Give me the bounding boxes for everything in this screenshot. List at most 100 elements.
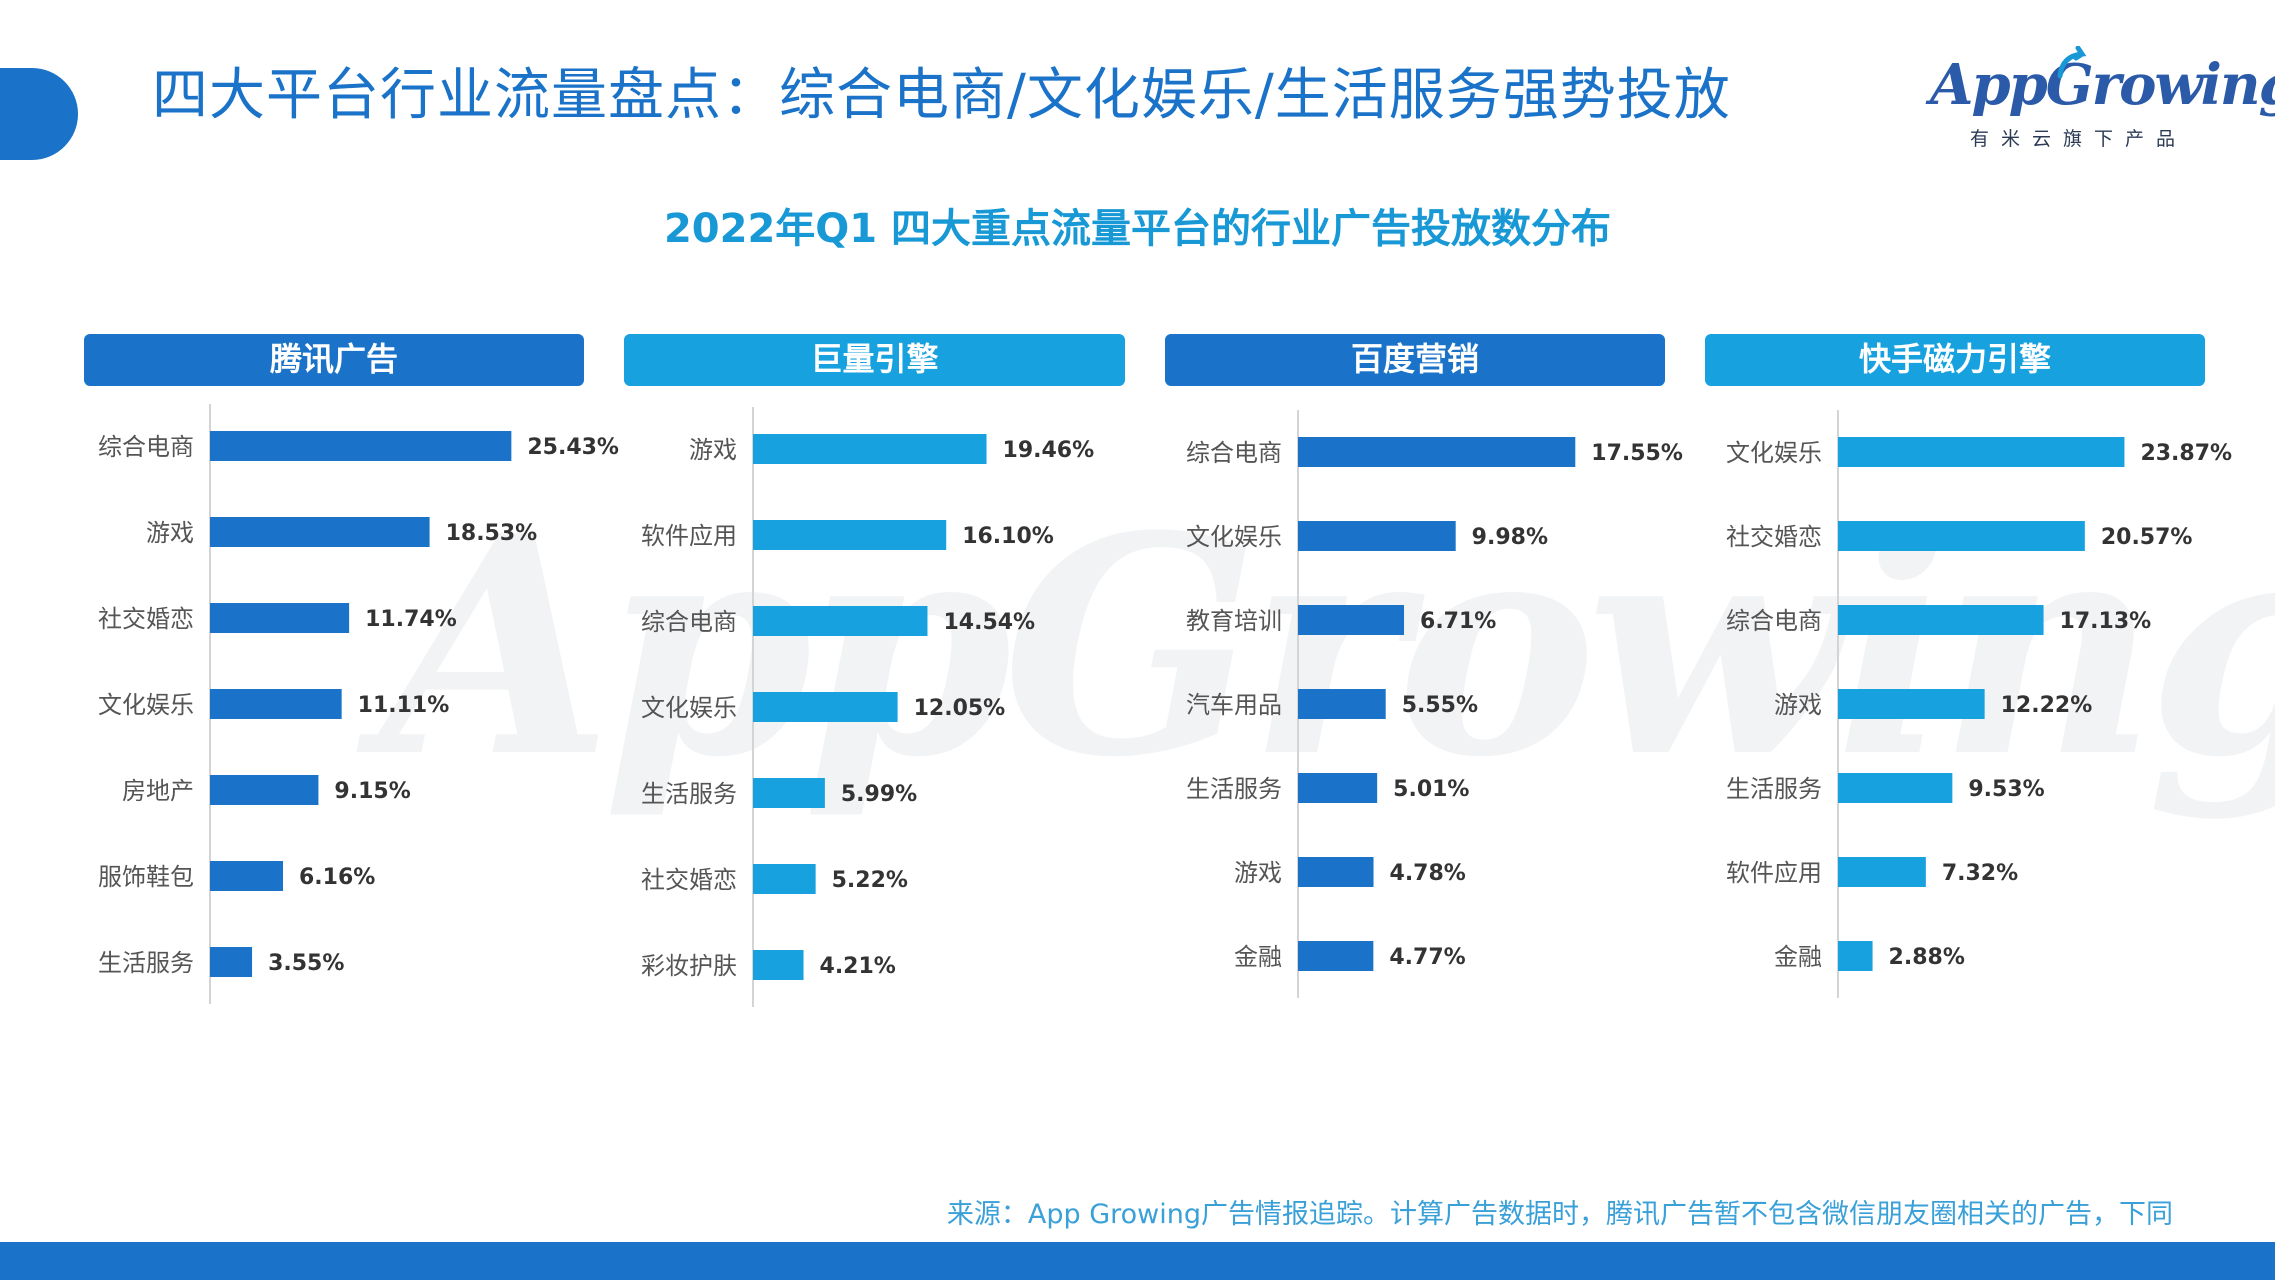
category-label: 社交婚恋 <box>98 605 194 633</box>
bar <box>1298 941 1374 971</box>
bar <box>210 947 253 977</box>
value-label: 5.01% <box>1393 777 1469 802</box>
bar <box>753 950 804 980</box>
category-label: 文化娱乐 <box>1186 523 1282 551</box>
value-label: 5.22% <box>832 868 908 893</box>
category-label: 生活服务 <box>1726 775 1822 803</box>
category-label: 软件应用 <box>1726 859 1822 887</box>
source-note: 来源：App Growing广告情报追踪。计算广告数据时，腾讯广告暂不包含微信朋… <box>946 1199 2173 1230</box>
value-label: 5.55% <box>1402 693 1478 718</box>
bar <box>753 864 816 894</box>
bar <box>753 606 928 636</box>
category-label: 游戏 <box>1774 691 1822 719</box>
category-label: 综合电商 <box>98 433 194 461</box>
category-label: 彩妆护肤 <box>641 952 737 980</box>
category-label: 文化娱乐 <box>641 694 737 722</box>
chart-header-bg <box>624 334 1125 386</box>
value-label: 11.74% <box>365 607 457 632</box>
bar <box>1838 857 1926 887</box>
value-label: 12.05% <box>914 696 1006 721</box>
category-label: 游戏 <box>689 436 737 464</box>
category-label: 软件应用 <box>641 522 737 550</box>
category-label: 房地产 <box>122 777 194 805</box>
value-label: 9.98% <box>1472 525 1548 550</box>
value-label: 14.54% <box>943 610 1035 635</box>
chart-header-bg <box>1165 334 1665 386</box>
logo-tagline: 有米云旗下产品 <box>1970 128 2188 150</box>
bar <box>1298 773 1378 803</box>
bar <box>1298 521 1456 551</box>
value-label: 18.53% <box>446 521 538 546</box>
category-label: 游戏 <box>146 519 194 547</box>
value-label: 17.13% <box>2060 609 2152 634</box>
value-label: 7.32% <box>1942 861 2018 886</box>
chart-header-title: 巨量引擎 <box>810 340 938 378</box>
value-label: 4.77% <box>1389 945 1465 970</box>
bar <box>1298 857 1374 887</box>
chart-header-title: 腾讯广告 <box>270 340 398 378</box>
bar <box>210 689 342 719</box>
bar <box>1838 437 2125 467</box>
category-label: 生活服务 <box>641 780 737 808</box>
chart-header-title: 快手磁力引擎 <box>1859 340 2051 378</box>
bar <box>210 861 283 891</box>
value-label: 2.88% <box>1889 945 1965 970</box>
value-label: 4.78% <box>1390 861 1466 886</box>
category-label: 服饰鞋包 <box>98 863 194 891</box>
bar <box>1298 437 1576 467</box>
bar <box>753 692 898 722</box>
category-label: 汽车用品 <box>1186 691 1282 719</box>
value-label: 20.57% <box>2101 525 2193 550</box>
bar <box>1298 605 1405 635</box>
chart-header-bg <box>84 334 584 386</box>
category-label: 文化娱乐 <box>98 691 194 719</box>
value-label: 4.21% <box>820 954 896 979</box>
chart-subtitle: 2022年Q1 四大重点流量平台的行业广告投放数分布 <box>663 206 1612 252</box>
category-label: 社交婚恋 <box>641 866 737 894</box>
value-label: 9.15% <box>334 779 410 804</box>
value-label: 11.11% <box>358 693 450 718</box>
category-label: 文化娱乐 <box>1726 439 1822 467</box>
bar <box>753 434 987 464</box>
chart-header-title: 百度营销 <box>1351 340 1479 378</box>
bar <box>1838 773 1953 803</box>
category-label: 金融 <box>1774 943 1822 971</box>
value-label: 16.10% <box>962 524 1054 549</box>
value-label: 19.46% <box>1003 438 1095 463</box>
bar <box>753 520 947 550</box>
value-label: 9.53% <box>1968 777 2044 802</box>
value-label: 25.43% <box>527 435 619 460</box>
category-label: 游戏 <box>1234 859 1282 887</box>
category-label: 金融 <box>1234 943 1282 971</box>
value-label: 6.16% <box>299 865 375 890</box>
category-label: 综合电商 <box>1726 607 1822 635</box>
category-label: 社交婚恋 <box>1726 523 1822 551</box>
chart-header-bg <box>1705 334 2205 386</box>
bar <box>753 778 825 808</box>
value-label: 3.55% <box>268 951 344 976</box>
bar <box>210 603 350 633</box>
logo-arrow-icon <box>2057 46 2087 79</box>
bar <box>1298 689 1386 719</box>
category-label: 综合电商 <box>641 608 737 636</box>
category-label: 综合电商 <box>1186 439 1282 467</box>
category-label: 教育培训 <box>1186 607 1282 635</box>
page-title: 四大平台行业流量盘点：综合电商/文化娱乐/生活服务强势投放 <box>152 63 1731 128</box>
value-label: 17.55% <box>1591 441 1683 466</box>
category-label: 生活服务 <box>98 949 194 977</box>
bar <box>210 775 319 805</box>
value-label: 6.71% <box>1420 609 1496 634</box>
category-label: 生活服务 <box>1186 775 1282 803</box>
value-label: 23.87% <box>2140 441 2232 466</box>
footer-bar <box>0 1242 2275 1280</box>
side-accent-tab <box>0 68 78 160</box>
bar <box>210 431 512 461</box>
value-label: 12.22% <box>2001 693 2093 718</box>
bar <box>1838 521 2085 551</box>
bar <box>1838 941 1873 971</box>
